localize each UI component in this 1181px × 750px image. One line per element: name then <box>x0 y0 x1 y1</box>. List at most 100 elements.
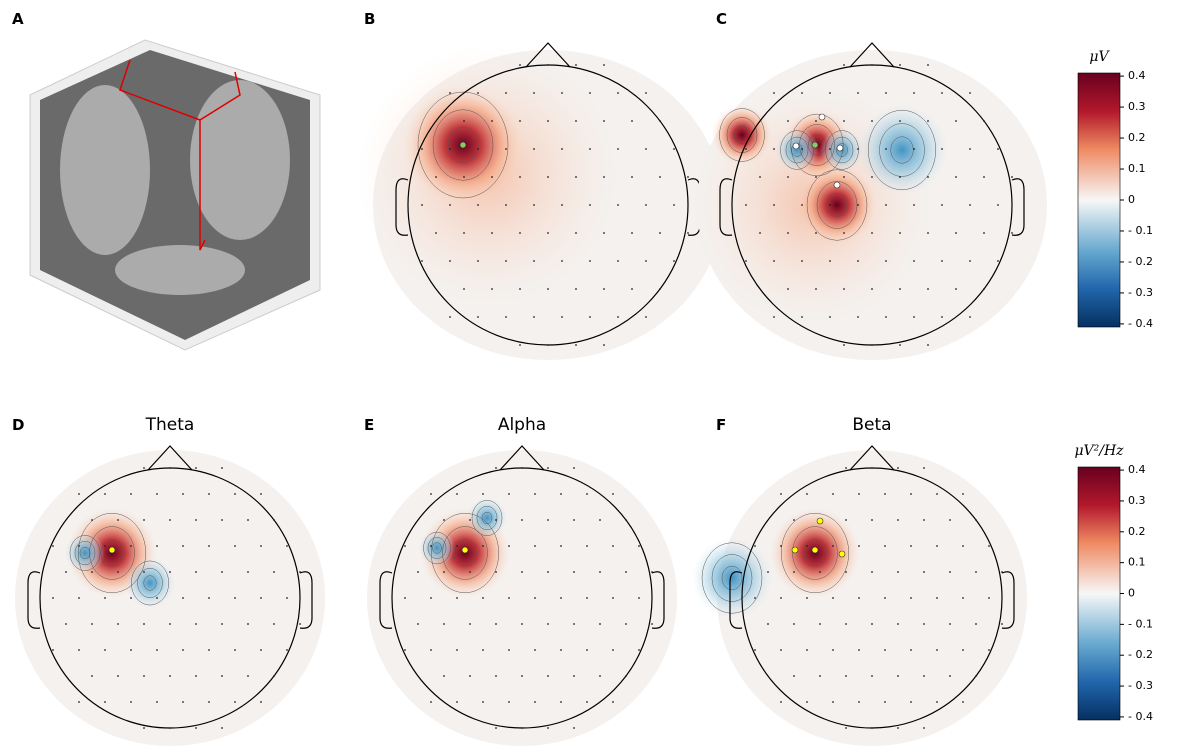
sensor <box>78 701 80 703</box>
sensor <box>780 545 782 547</box>
sensor <box>430 701 432 703</box>
colorbar-tick-label: 0.3 <box>1128 100 1146 113</box>
sensor <box>617 260 619 262</box>
sensor <box>612 597 614 599</box>
sensor <box>858 701 860 703</box>
sensor <box>899 120 901 122</box>
sensor <box>832 545 834 547</box>
sensor <box>767 571 769 573</box>
sensor <box>603 120 605 122</box>
sensor <box>575 120 577 122</box>
sensor <box>417 623 419 625</box>
sensor <box>560 493 562 495</box>
sensor <box>631 176 633 178</box>
sensor <box>449 204 451 206</box>
sensor <box>1011 232 1013 234</box>
sensor <box>962 545 964 547</box>
sensor <box>169 571 171 573</box>
sensor <box>815 176 817 178</box>
sensor <box>208 649 210 651</box>
sensor <box>962 649 964 651</box>
sensor <box>221 571 223 573</box>
sensor <box>421 260 423 262</box>
sensor <box>221 675 223 677</box>
sensor <box>443 571 445 573</box>
sensor <box>560 701 562 703</box>
colorbar-tick-label: 0.4 <box>1128 69 1146 82</box>
sensor <box>52 597 54 599</box>
sensor <box>477 148 479 150</box>
sensor <box>801 260 803 262</box>
sensor <box>871 571 873 573</box>
sensor <box>997 148 999 150</box>
sensor <box>936 701 938 703</box>
sensor <box>659 288 661 290</box>
sensor <box>988 597 990 599</box>
sensor <box>913 204 915 206</box>
sensor <box>955 288 957 290</box>
sensor <box>508 493 510 495</box>
sensor <box>962 701 964 703</box>
colorbar-tick-label: - 0.2 <box>1128 255 1153 268</box>
sensor <box>547 288 549 290</box>
sensor <box>962 597 964 599</box>
sensor <box>156 545 158 547</box>
sensor <box>673 260 675 262</box>
colorbar <box>1078 73 1120 327</box>
sensor <box>221 623 223 625</box>
sensor <box>941 204 943 206</box>
sensor <box>910 597 912 599</box>
sensor <box>759 176 761 178</box>
sensor <box>927 232 929 234</box>
sensor <box>547 344 549 346</box>
sensor <box>78 545 80 547</box>
activity-blob <box>692 538 772 618</box>
sensor <box>885 260 887 262</box>
sensor <box>897 675 899 677</box>
sensor <box>519 344 521 346</box>
sensor <box>443 623 445 625</box>
sensor <box>586 493 588 495</box>
sensor <box>885 92 887 94</box>
sensor <box>221 467 223 469</box>
colorbar-tick-label: - 0.3 <box>1128 679 1153 692</box>
sensor <box>599 519 601 521</box>
sensor <box>780 493 782 495</box>
sensor <box>773 204 775 206</box>
sensor <box>247 519 249 521</box>
sensor <box>130 545 132 547</box>
sensor <box>638 545 640 547</box>
sensor <box>754 649 756 651</box>
sensor <box>936 649 938 651</box>
sensor <box>495 519 497 521</box>
activity-blob <box>712 105 772 165</box>
figure: ABCDThetaEAlphaFBetaμV0.40.30.20.10- 0.1… <box>0 0 1181 750</box>
sensor <box>260 493 262 495</box>
sensor <box>941 316 943 318</box>
sensor <box>871 623 873 625</box>
sensor <box>815 120 817 122</box>
sensor <box>521 727 523 729</box>
colorbar-tick-label: 0 <box>1128 587 1135 600</box>
sensor <box>913 92 915 94</box>
sensor <box>997 204 999 206</box>
sensor <box>631 120 633 122</box>
sensor <box>949 623 951 625</box>
sensor <box>547 120 549 122</box>
sensor <box>505 204 507 206</box>
sensor <box>482 545 484 547</box>
sensor <box>260 649 262 651</box>
sensor <box>560 649 562 651</box>
sensor <box>843 64 845 66</box>
sensor <box>884 597 886 599</box>
sensor <box>534 545 536 547</box>
sensor <box>65 571 67 573</box>
sensor <box>221 519 223 521</box>
sensor <box>845 727 847 729</box>
sensor <box>505 92 507 94</box>
sensor <box>927 176 929 178</box>
sensor <box>969 92 971 94</box>
sensor <box>941 260 943 262</box>
colorbar-tick-label: - 0.1 <box>1128 224 1153 237</box>
sensor <box>273 623 275 625</box>
